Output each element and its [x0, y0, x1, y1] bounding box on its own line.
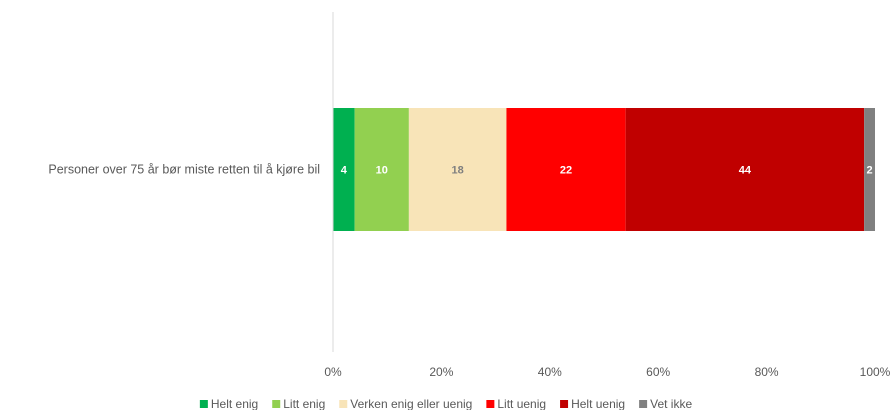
- data-label-6: 2: [867, 165, 873, 177]
- x-tick-label: 0%: [324, 365, 342, 379]
- legend-label: Litt enig: [283, 397, 325, 410]
- data-label-5: 44: [739, 165, 752, 177]
- data-label-1: 4: [341, 165, 348, 177]
- data-label-4: 22: [560, 165, 572, 177]
- legend-swatch: [199, 400, 208, 408]
- legend-swatch: [339, 400, 348, 408]
- bar-segment-1: [333, 108, 355, 231]
- legend-item-5: Helt uenig: [560, 397, 625, 410]
- category-labels: Personer over 75 år bør miste retten til…: [48, 163, 320, 177]
- legend-label: Litt uenig: [497, 397, 546, 410]
- legend-swatch: [272, 400, 281, 408]
- legend-label: Helt enig: [211, 397, 258, 410]
- bar-segment-2: [354, 108, 409, 231]
- x-tick-label: 100%: [860, 365, 891, 379]
- x-tick-label: 60%: [646, 365, 670, 379]
- legend-label: Helt uenig: [571, 397, 625, 410]
- bar-segment-5: [625, 108, 865, 231]
- legend-label: Vet ikke: [650, 397, 692, 410]
- legend-item-2: Litt enig: [272, 397, 325, 410]
- legend-swatch: [486, 400, 495, 408]
- legend-swatch: [560, 400, 569, 408]
- x-tick-label: 80%: [755, 365, 779, 379]
- bar-segment-4: [506, 108, 626, 231]
- bars-layer: [333, 108, 875, 231]
- legend: Helt enig Litt enig Verken enig eller ueni…: [199, 397, 692, 410]
- legend-item-3: Verken enig eller uenig: [339, 397, 472, 410]
- x-tick-labels: 0% 20% 40% 60% 80% 100%: [324, 365, 890, 379]
- bar-segment-6: [864, 108, 875, 231]
- x-tick-label: 20%: [429, 365, 453, 379]
- legend-item-4: Litt uenig: [486, 397, 546, 410]
- x-tick-label: 40%: [538, 365, 562, 379]
- legend-item-6: Vet ikke: [639, 397, 692, 410]
- legend-label: Verken enig eller uenig: [350, 397, 472, 410]
- data-label-3: 18: [452, 165, 464, 177]
- category-label: Personer over 75 år bør miste retten til…: [48, 163, 320, 177]
- legend-item-1: Helt enig: [199, 397, 258, 410]
- data-labels-layer: 4 10 18 22 44 2: [341, 165, 873, 177]
- bar-segment-3: [408, 108, 507, 231]
- legend-swatch: [639, 400, 648, 408]
- data-label-2: 10: [376, 165, 388, 177]
